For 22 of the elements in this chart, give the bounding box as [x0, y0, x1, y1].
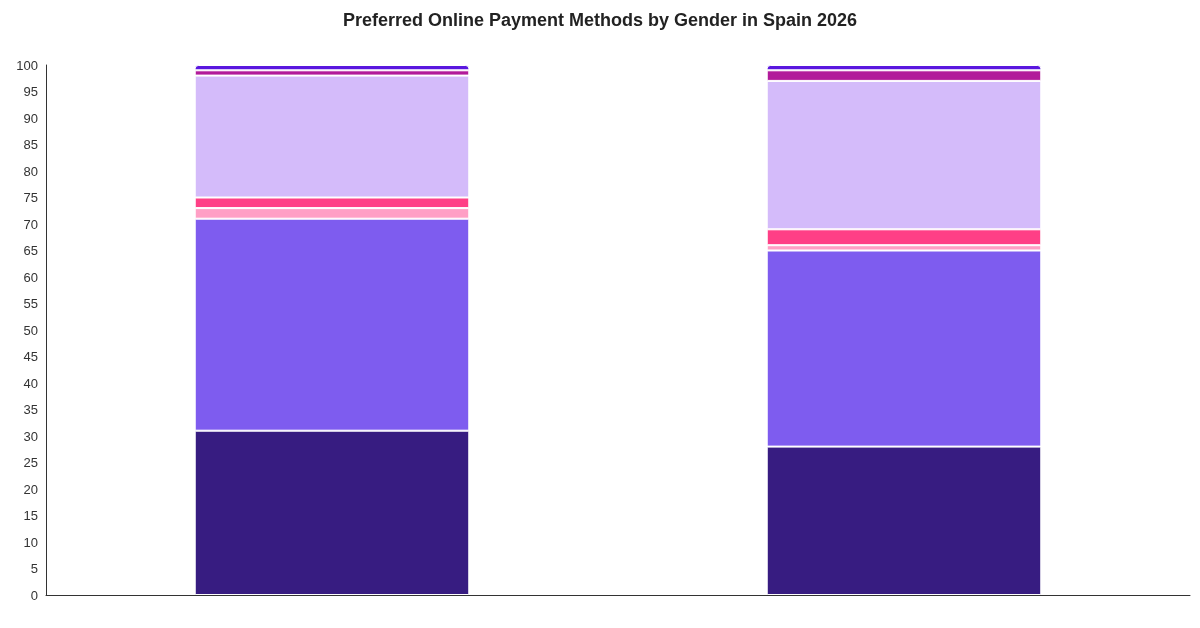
y-tick-label: 95	[23, 84, 38, 99]
y-tick-label: 45	[23, 349, 38, 364]
y-tick-label: 10	[23, 534, 38, 550]
y-tick-label: 30	[23, 428, 38, 444]
y-tick-label: 20	[23, 481, 38, 497]
y-tick-label: 100	[16, 57, 38, 73]
y-tick-label: 40	[23, 375, 38, 391]
y-tick-label: 50	[23, 322, 38, 338]
y-tick-label: 85	[23, 137, 38, 152]
y-tick-label: 90	[23, 110, 38, 126]
y-tick-label: 0	[30, 587, 38, 603]
y-tick-label: 70	[23, 216, 38, 232]
y-tick-label: 60	[23, 269, 38, 285]
y-tick-label: 65	[23, 243, 38, 258]
chart-title: Preferred Online Payment Methods by Gender in Spain 2026	[342, 10, 858, 30]
y-tick-label: 80	[23, 163, 38, 179]
y-tick-label: 15	[23, 508, 38, 523]
y-tick-label: 35	[23, 402, 38, 417]
y-tick-label: 55	[23, 296, 38, 311]
y-tick-label: 5	[30, 561, 38, 576]
y-tick-label: 75	[23, 190, 38, 205]
y-tick-label: 25	[23, 455, 38, 470]
